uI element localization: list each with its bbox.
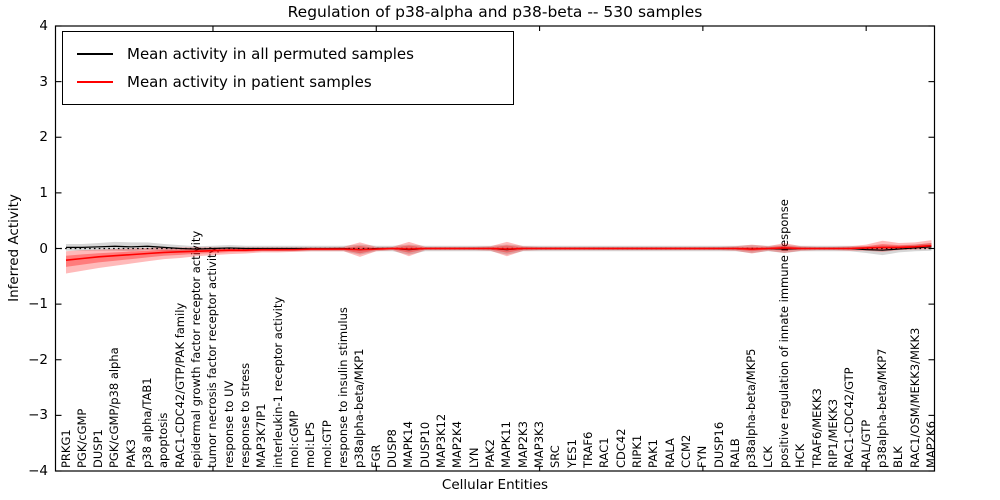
legend-label-permuted: Mean activity in all permuted samples <box>127 45 414 63</box>
y-tick-label: −2 <box>28 351 48 368</box>
patient-mean-line <box>65 244 932 261</box>
legend-box: Mean activity in all permuted samples Me… <box>62 31 514 105</box>
red-line-sample-icon <box>77 81 113 83</box>
black-line-sample-icon <box>77 53 113 55</box>
legend-entry-patient: Mean activity in patient samples <box>77 68 513 96</box>
chart-title: Regulation of p38-alpha and p38-beta -- … <box>287 3 703 21</box>
y-tick-label: 2 <box>39 129 48 146</box>
y-tick-label: 1 <box>39 184 48 201</box>
y-tick-label: −3 <box>28 407 48 424</box>
y-tick-label: 0 <box>39 240 48 257</box>
legend-label-patient: Mean activity in patient samples <box>127 73 372 91</box>
x-axis-label: Cellular Entities <box>441 477 549 493</box>
y-tick-label: −1 <box>28 296 48 313</box>
y-tick-label: −4 <box>28 463 48 479</box>
y-tick-label: 3 <box>39 73 48 90</box>
legend-entry-permuted: Mean activity in all permuted samples <box>77 40 513 68</box>
y-tick-label: 4 <box>39 18 48 34</box>
patient-band-outer <box>66 240 932 274</box>
